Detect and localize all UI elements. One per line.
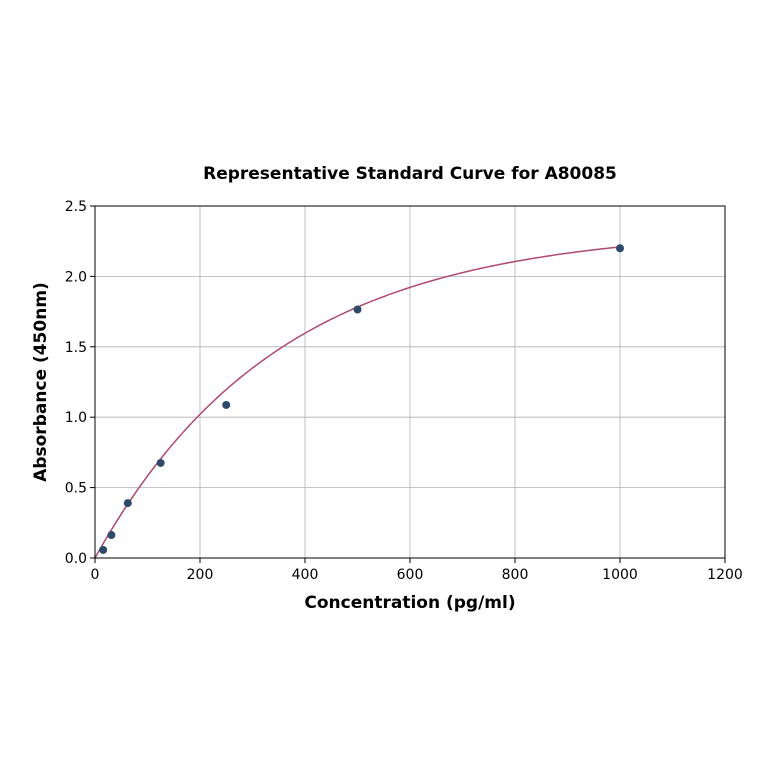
data-point [99,545,108,554]
data-points [99,244,624,554]
data-point [107,531,116,540]
y-axis-label: Absorbance (450nm) [31,282,51,482]
y-tick-label: 1.5 [65,340,87,356]
chart-title: Representative Standard Curve for A80085 [203,164,617,184]
y-tick-label: 1.0 [65,410,87,426]
y-tick-label: 0.5 [65,481,87,497]
y-tick-label: 2.0 [65,269,87,285]
data-point [222,400,231,409]
x-tick-label: 800 [502,567,529,583]
x-tick-label: 200 [187,567,214,583]
fit-curve-group [94,246,621,559]
fit-curve [94,246,621,559]
x-axis-label: Concentration (pg/ml) [304,593,515,613]
data-point [616,244,624,253]
data-point [156,458,165,467]
x-tick-label: 600 [397,567,424,583]
data-point [123,499,132,508]
x-tick-label: 0 [91,567,100,583]
grid [94,205,726,559]
y-tick-label: 2.5 [65,199,87,215]
x-tick-label: 1200 [707,567,743,583]
x-axis-ticks: 0 200 400 600 800 1000 1200 [91,558,743,583]
y-tick-label: 0.0 [65,551,87,567]
data-point [353,305,362,314]
x-tick-label: 1000 [602,567,638,583]
x-tick-label: 400 [292,567,319,583]
y-axis-ticks: 0.0 0.5 1.0 1.5 2.0 2.5 [65,199,95,567]
